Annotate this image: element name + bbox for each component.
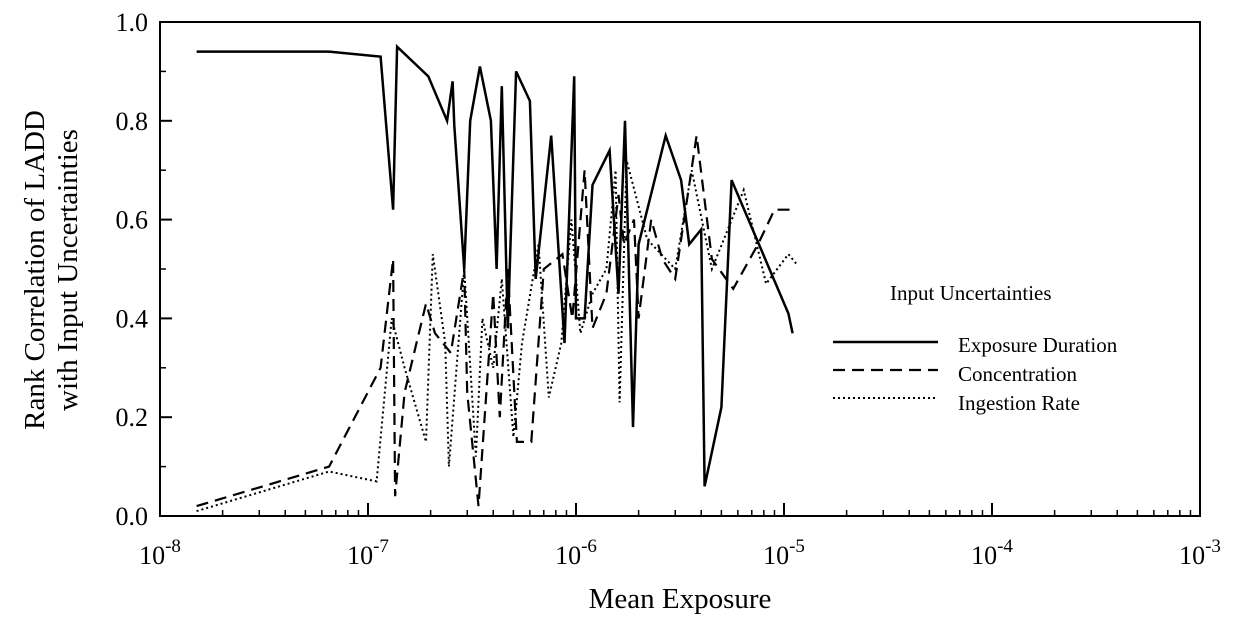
legend-title: Input Uncertainties (890, 281, 1052, 305)
y-tick-label: 0.0 (116, 502, 149, 531)
series-layer (196, 43, 798, 513)
x-tick-label: 10-6 (555, 536, 597, 570)
y-tick-label: 0.2 (116, 403, 149, 432)
legend-label-ingestion-rate: Ingestion Rate (958, 391, 1080, 415)
plot-area-border (159, 21, 1201, 517)
y-axis-ticks: 0.0 0.2 0.4 0.6 0.8 1.0 (116, 8, 172, 531)
series-line-exposure-duration (196, 43, 794, 487)
x-axis-title: Mean Exposure (589, 583, 772, 615)
x-tick-label: 10-8 (139, 536, 181, 570)
y-tick-label: 0.6 (116, 206, 149, 235)
series-line-ingestion-rate (196, 160, 798, 513)
legend: Input Uncertainties Exposure Duration Co… (833, 281, 1118, 415)
legend-label-exposure-duration: Exposure Duration (958, 333, 1118, 357)
y-tick-label: 1.0 (116, 8, 149, 37)
y-tick-label: 0.4 (116, 304, 149, 333)
legend-label-concentration: Concentration (958, 362, 1077, 386)
y-axis-title-line2: with Input Uncertainties (52, 129, 84, 411)
x-tick-label: 10-4 (971, 536, 1013, 570)
x-tick-label: 10-3 (1179, 536, 1221, 570)
y-tick-label: 0.8 (116, 107, 149, 136)
x-tick-label: 10-7 (347, 536, 389, 570)
plot-frame (159, 21, 1201, 517)
series-line-concentration (196, 135, 793, 508)
x-tick-label: 10-5 (763, 536, 805, 570)
y-axis-title-line1: Rank Correlation of LADD (19, 110, 51, 430)
x-axis-ticks: 10-8 10-7 10-6 10-5 10-4 10-3 (139, 503, 1221, 570)
